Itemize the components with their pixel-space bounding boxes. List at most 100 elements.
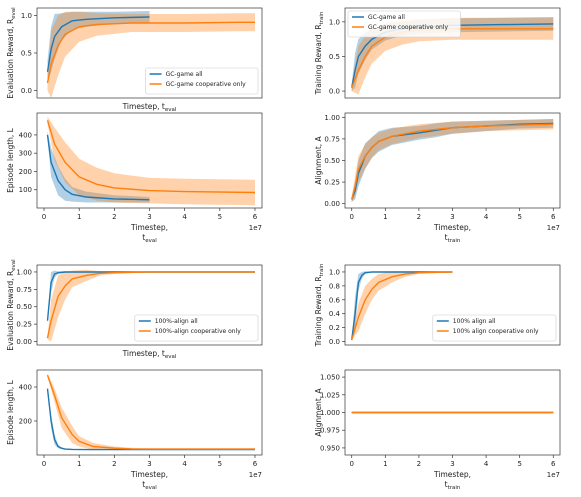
legend-box (432, 314, 557, 342)
y-tick-label: 1.0 (329, 268, 340, 276)
x-axis-label-symbol: ttrain (445, 480, 461, 491)
x-tick-label: 3 (147, 460, 151, 468)
legend-entry-0: GC-game all (368, 14, 405, 21)
y-tick-label: 400 (19, 384, 32, 392)
x-tick-label: 3 (147, 213, 151, 221)
y-tick-label: 1.0 (329, 18, 340, 26)
x-axis-label: Timestep, teval (122, 102, 177, 113)
chart-panel-4: 0.00 0.25 0.50 0.75 1.00 Timestep, teval Evalu… (6, 259, 263, 360)
y-axis-label: Training Reward, Rtrain (314, 263, 325, 347)
x-tick-label: 2 (417, 460, 421, 468)
x-tick-label: 1 (77, 213, 81, 221)
x-offset-text: 1e7 (547, 224, 560, 232)
y-tick-label: 0.75 (16, 286, 32, 294)
x-tick-label: 1 (77, 460, 81, 468)
plot-frame (344, 264, 561, 346)
x-tick-label: 1 (383, 213, 387, 221)
x-axis-label: Timestep, teval (122, 349, 177, 360)
y-tick-label: 1.050 (320, 374, 340, 382)
series-band-1 (47, 116, 255, 206)
legend-box (134, 314, 259, 342)
y-axis-label: Evaluation Reward, Reval (6, 259, 17, 351)
x-tick-label: 4 (484, 460, 489, 468)
legend-entry-1: 100%-align cooperative only (155, 328, 241, 335)
y-tick-label: 0.5 (21, 50, 32, 58)
plot-frame (344, 7, 561, 99)
y-axis-label: Episode length, L (6, 127, 15, 193)
y-tick-label: 0.50 (324, 157, 340, 165)
legend-entry-0: 100%-align all (155, 318, 198, 325)
series-line-0 (351, 271, 453, 341)
y-tick-label: 0.00 (16, 338, 32, 346)
chart-panel-1: 0.0 0.5 1.0 Training Reward, Rtrain GC-game … (314, 7, 561, 99)
y-tick-label: 0.0 (21, 87, 32, 95)
x-tick-label: 5 (517, 460, 521, 468)
legend: 100%-align all 100%-align cooperative onl… (134, 314, 259, 342)
series-band-1 (351, 271, 453, 341)
legend-entry-1: 100% align cooperative only (453, 328, 539, 335)
x-tick-label: 0 (42, 213, 46, 221)
y-tick-label: 0.0 (329, 338, 340, 346)
y-tick-label: 0.00 (324, 200, 340, 208)
x-axis-label: Timestep, (433, 223, 471, 232)
y-tick-label: 0.4 (329, 310, 341, 318)
series-band-0 (351, 271, 453, 341)
x-tick-label: 1 (383, 460, 387, 468)
y-tick-label: 0.25 (324, 179, 340, 187)
y-tick-label: 200 (19, 168, 32, 176)
x-tick-label: 4 (182, 460, 187, 468)
y-tick-label: 1.000 (320, 409, 340, 417)
chart-panel-7: 0.950 0.975 1.000 1.025 1.050 0 1 2 3 4 5 6 1e7 Times… (314, 369, 561, 491)
x-tick-label: 6 (253, 213, 258, 221)
x-axis-label: Timestep, (433, 470, 471, 479)
y-tick-label: 1.025 (320, 391, 340, 399)
chart-panel-6: 200 400 0 1 2 3 4 5 6 1e7 Timestep,teval Episode le… (6, 369, 263, 491)
y-tick-label: 0.25 (16, 321, 32, 329)
legend-entry-0: GC-game all (166, 71, 203, 78)
x-tick-label: 3 (450, 213, 454, 221)
series-line-1 (46, 120, 256, 194)
x-axis-label-symbol: teval (142, 233, 157, 244)
legend-entry-0: 100% align all (453, 318, 496, 325)
x-tick-label: 2 (417, 213, 421, 221)
y-tick-label: 0.8 (329, 282, 340, 290)
x-tick-label: 6 (551, 460, 556, 468)
series-band-1 (47, 269, 255, 342)
legend: GC-game all GC-game cooperative only (347, 10, 461, 38)
y-tick-label: 1.00 (16, 268, 32, 276)
y-tick-label: 0.50 (16, 303, 32, 311)
series-band-0 (47, 11, 150, 83)
y-tick-label: 1.0 (21, 12, 32, 20)
y-axis-label: Alignment, A (314, 387, 323, 436)
x-tick-label: 4 (484, 213, 489, 221)
x-tick-label: 5 (218, 460, 222, 468)
x-tick-label: 5 (218, 213, 222, 221)
plot-frame (36, 264, 263, 346)
x-tick-label: 4 (182, 213, 187, 221)
y-tick-label: 100 (19, 186, 32, 194)
y-axis-label: Episode length, L (6, 379, 15, 445)
y-tick-label: 200 (19, 418, 32, 426)
legend-box (347, 10, 461, 38)
y-axis-label: Training Reward, Rtrain (314, 11, 325, 95)
x-tick-label: 2 (112, 213, 116, 221)
x-tick-label: 2 (112, 460, 116, 468)
y-tick-label: 300 (19, 150, 32, 158)
chart-panel-5: 0.0 0.2 0.4 0.6 0.8 1.0 Training Reward, Rtrai… (314, 263, 561, 347)
y-tick-label: 0.975 (320, 427, 340, 435)
y-tick-label: 0.75 (324, 135, 340, 143)
x-axis-label-symbol: ttrain (445, 233, 461, 244)
series-band-1 (47, 373, 255, 450)
y-tick-label: 1.00 (324, 114, 340, 122)
legend-box (145, 67, 259, 95)
series-line-0 (46, 388, 255, 451)
legend: GC-game all GC-game cooperative only (145, 67, 259, 95)
y-tick-label: 0.2 (329, 324, 340, 332)
x-tick-label: 5 (517, 213, 521, 221)
x-axis-label: Timestep, (130, 470, 168, 479)
series-line-1 (46, 21, 255, 84)
x-offset-text: 1e7 (547, 471, 560, 479)
legend: 100% align all 100% align cooperative onl… (432, 314, 557, 342)
series-band-1 (47, 11, 255, 98)
